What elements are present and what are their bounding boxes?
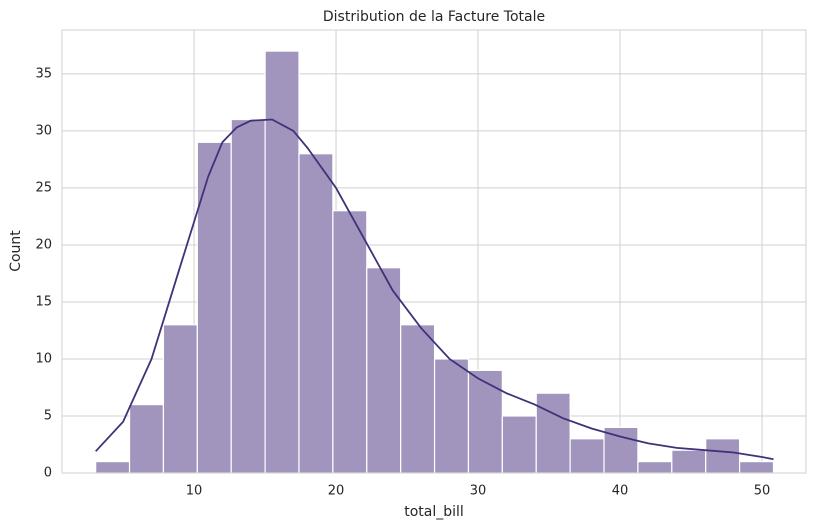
bar bbox=[366, 267, 402, 474]
x-tick-label: 40 bbox=[612, 484, 629, 499]
bar bbox=[196, 141, 232, 474]
x-tick-label: 30 bbox=[470, 484, 487, 499]
plot-frame bbox=[61, 29, 807, 474]
x-axis-label: total_bill bbox=[404, 504, 464, 520]
bar bbox=[569, 438, 605, 474]
bar bbox=[264, 50, 300, 474]
y-tick-label: 0 bbox=[44, 466, 52, 481]
bar bbox=[705, 438, 741, 474]
kde-line bbox=[95, 118, 774, 461]
bar bbox=[128, 403, 165, 474]
bar bbox=[162, 324, 198, 474]
bar bbox=[298, 153, 334, 474]
x-tick-label: 50 bbox=[754, 484, 771, 499]
bar bbox=[95, 460, 131, 474]
x-tick-label: 10 bbox=[186, 484, 203, 499]
y-tick-label: 15 bbox=[35, 294, 52, 309]
y-tick-label: 5 bbox=[44, 408, 52, 423]
y-tick-label: 20 bbox=[35, 237, 52, 252]
bar bbox=[400, 324, 436, 474]
y-tick-label: 30 bbox=[35, 123, 52, 138]
bar bbox=[230, 118, 266, 474]
bar bbox=[332, 210, 368, 474]
bar bbox=[535, 392, 571, 474]
x-tick-label: 20 bbox=[328, 484, 345, 499]
bar bbox=[738, 460, 775, 474]
y-tick-label: 10 bbox=[35, 351, 52, 366]
chart-title: Distribution de la Facture Totale bbox=[323, 9, 545, 25]
bar bbox=[637, 460, 673, 474]
y-tick-label: 35 bbox=[35, 66, 52, 81]
bar bbox=[467, 369, 503, 474]
y-axis-label: Count bbox=[8, 230, 24, 272]
y-tick-label: 25 bbox=[35, 180, 52, 195]
bar bbox=[671, 449, 707, 474]
bar bbox=[433, 358, 470, 474]
bar bbox=[501, 415, 537, 474]
